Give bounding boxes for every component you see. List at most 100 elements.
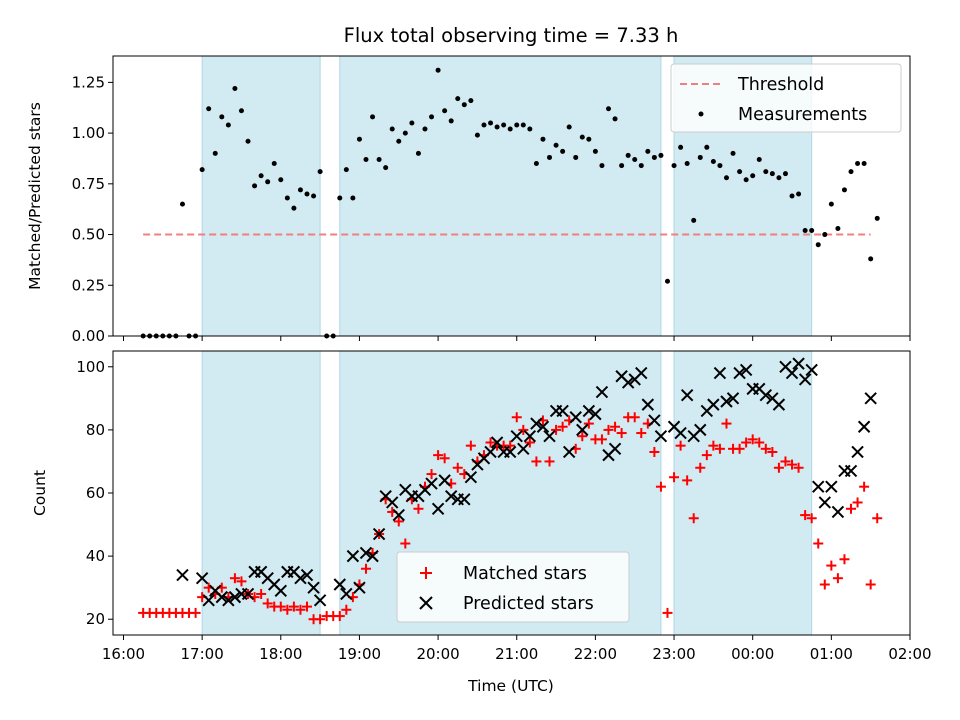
bottom-y-tick-label: 20	[86, 610, 105, 628]
matched-point	[282, 604, 293, 615]
measurement-point	[553, 142, 559, 148]
matched-point	[695, 462, 706, 473]
bottom-y-tick-label: 40	[86, 547, 105, 565]
measurement-point	[789, 193, 795, 199]
matched-point	[780, 456, 791, 467]
bottom-legend: Matched stars Predicted stars	[396, 551, 630, 623]
measurement-point	[199, 167, 205, 173]
predicted-point	[510, 429, 523, 443]
predicted-point	[458, 493, 471, 506]
measurement-point	[337, 195, 343, 201]
matched-point	[649, 446, 660, 457]
measurement-point	[533, 161, 539, 167]
matched-point	[675, 440, 686, 451]
measurement-point	[350, 195, 356, 201]
matched-point	[813, 538, 824, 549]
predicted-point	[346, 549, 360, 563]
matched-point	[334, 611, 345, 622]
measurement-point	[638, 163, 644, 169]
measurement-point	[179, 201, 185, 207]
matched-point	[773, 462, 784, 473]
measurement-point	[448, 118, 454, 124]
measurement-point	[815, 242, 821, 248]
measurement-point	[809, 227, 815, 233]
matched-point	[236, 576, 247, 587]
matched-point	[714, 443, 725, 454]
measurement-point	[527, 126, 533, 132]
predicted-point	[372, 527, 386, 541]
matched-point	[518, 424, 529, 435]
matched-point	[852, 497, 863, 508]
measurement-point	[481, 122, 487, 128]
predicted-point	[215, 590, 229, 604]
predicted-point	[720, 395, 733, 408]
top-y-tick-label: 1.00	[72, 124, 105, 142]
bottom-y-axis: 20 40 60 80 100	[76, 358, 113, 628]
predicted-point	[680, 388, 694, 402]
predicted-point	[759, 388, 773, 402]
bottom-x-axis: 16:00 17:00 18:00 19:00 20:00 21:00 22:00 23:00…	[102, 635, 932, 663]
predicted-point	[274, 584, 287, 598]
predicted-point	[805, 363, 818, 377]
bottom-x-tick-label: 02:00	[888, 645, 931, 663]
bottom-y-tick-label: 100	[76, 358, 105, 376]
measurement-point	[311, 193, 317, 199]
bottom-x-tick-label: 01:00	[810, 645, 853, 663]
measurement-point	[291, 205, 297, 211]
predicted-point	[694, 423, 707, 437]
top-axes-frame	[112, 55, 911, 337]
measurement-point	[560, 148, 566, 154]
measurement-point	[796, 191, 802, 197]
measurement-point	[802, 227, 808, 233]
predicted-point	[562, 445, 576, 459]
predicted-point	[818, 496, 832, 509]
matched-point	[531, 456, 542, 467]
bottom-y-tick-label: 80	[86, 421, 105, 439]
bottom-x-tick-label: 19:00	[338, 645, 381, 663]
matched-point	[787, 459, 798, 470]
measurement-point	[284, 195, 290, 201]
matched-point	[439, 453, 450, 464]
top-legend: Threshold Measurements	[670, 63, 902, 133]
measurement-point	[278, 177, 284, 183]
matched-point	[275, 601, 286, 612]
measurement-point	[855, 161, 861, 167]
measurement-point	[841, 187, 847, 193]
measurement-point	[678, 144, 684, 150]
measurement-point	[592, 148, 598, 154]
matched-point	[846, 503, 857, 514]
measurement-point	[566, 124, 572, 130]
matched-point	[800, 510, 811, 521]
predicted-point	[195, 571, 209, 585]
measurement-point	[343, 167, 349, 173]
predicted-point	[523, 429, 537, 443]
matched-point	[393, 516, 404, 527]
predicted-point	[792, 357, 805, 370]
matched-point	[544, 456, 555, 467]
predicted-point	[222, 594, 235, 607]
measurement-point	[258, 173, 264, 179]
measurement-point	[415, 150, 421, 156]
predicted-point	[864, 392, 877, 405]
measurement-point	[474, 132, 480, 138]
measurement-point	[422, 126, 428, 132]
predicted-point	[359, 546, 373, 560]
measurement-point	[429, 114, 435, 120]
measurement-point	[402, 130, 408, 136]
top-y-axis-title: Matched/Predicted stars	[26, 102, 44, 290]
matched-point	[596, 434, 607, 445]
predicted-point	[569, 411, 582, 424]
matched-point	[524, 437, 535, 448]
matched-point	[583, 418, 594, 429]
predicted-point	[772, 398, 786, 411]
matched-point	[806, 513, 817, 524]
measurement-point	[782, 171, 788, 177]
legend-matched-swatch	[420, 567, 432, 579]
matched-point	[315, 614, 326, 625]
predicted-point	[812, 480, 825, 493]
measurement-point	[488, 120, 494, 126]
measurement-point	[579, 134, 585, 140]
bottom-x-tick-label: 23:00	[652, 645, 695, 663]
predicted-point	[353, 581, 366, 594]
measurement-point	[396, 138, 402, 144]
